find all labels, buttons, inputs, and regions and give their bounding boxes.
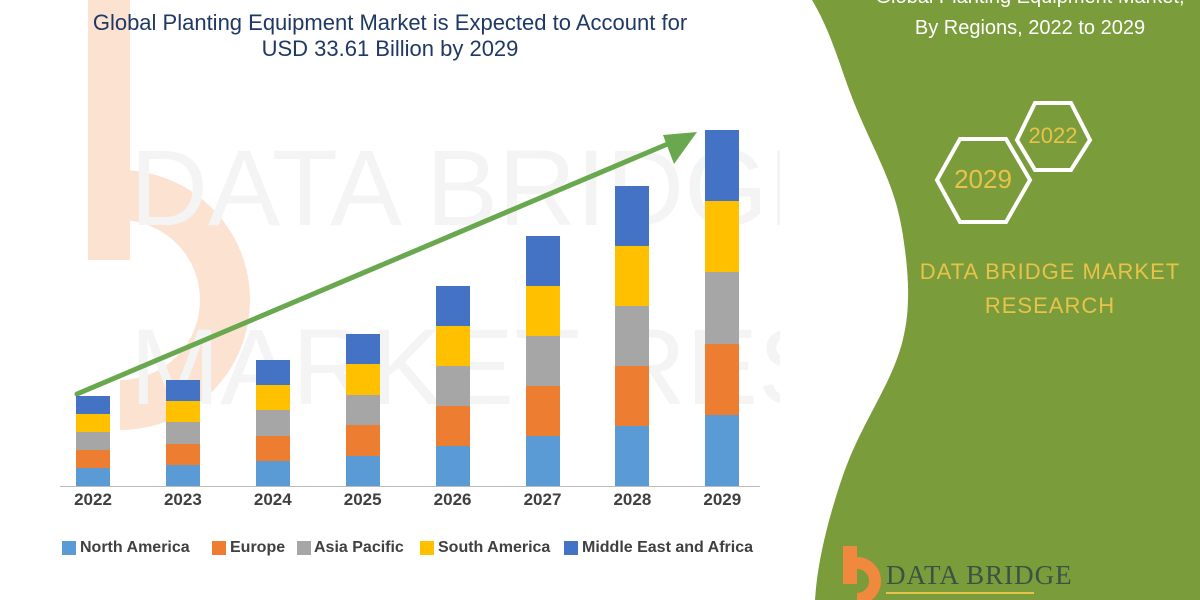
svg-text:2029: 2029 [954,164,1012,194]
svg-text:2022: 2022 [1029,123,1078,148]
svg-text:DATA BRIDGE: DATA BRIDGE [886,560,1073,590]
